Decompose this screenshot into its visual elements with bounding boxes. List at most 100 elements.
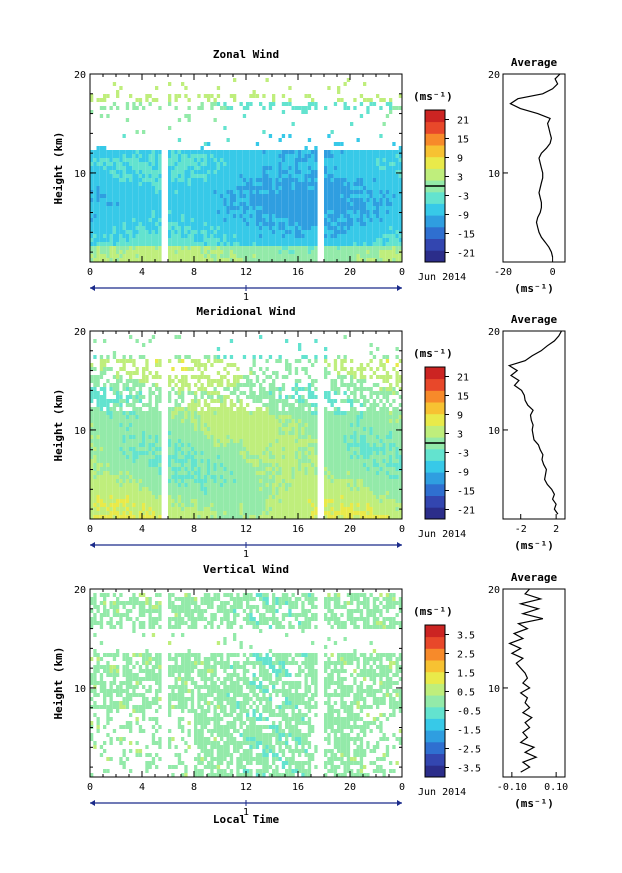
heatmap-cell [333,258,338,262]
heatmap-cell [236,459,240,463]
heatmap-cell [90,170,94,174]
heatmap-cell [151,98,156,102]
heatmap-cell [359,206,364,210]
heatmap-cell [229,198,234,202]
heatmap-cell [343,238,347,242]
heatmap-cell [288,98,292,102]
heatmap-cell [324,238,328,242]
heatmap-cell [311,170,315,174]
heatmap-cell [190,467,195,471]
heatmap-cell [233,226,237,230]
heatmap-cell [135,395,139,399]
heatmap-cell [151,230,156,234]
heatmap-cell [109,495,113,499]
heatmap-cell [298,198,302,202]
heatmap-cell [203,226,208,230]
heatmap-cell [246,202,250,206]
heatmap-cell [168,254,172,258]
heatmap-cell [350,122,354,126]
heatmap-cell [272,158,276,162]
heatmap-cell [129,471,133,475]
heatmap-cell [304,178,308,182]
heatmap-cell [340,238,344,242]
heatmap-cell [220,206,224,210]
heatmap-cell [148,491,152,495]
heatmap-cell [226,507,230,511]
heatmap-cell [246,158,250,162]
heatmap-cell [171,443,175,447]
heatmap-cell [265,158,269,162]
heatmap-cell [291,106,295,110]
heatmap-cell [392,190,396,194]
heatmap-cell [187,154,191,158]
heatmap-cell [395,234,399,238]
heatmap-cell [265,367,269,371]
heatmap-cell [311,150,315,154]
heatmap-cell [281,158,286,162]
heatmap-cell [132,226,136,230]
heatmap-cell [122,194,126,198]
heatmap-cell [255,415,260,419]
heatmap-cell [109,411,113,415]
heatmap-cell [135,206,139,210]
heatmap-cell [255,226,260,230]
heatmap-cell [281,214,286,218]
heatmap-cell [255,431,260,435]
heatmap-cell [106,359,110,363]
heatmap-cell [249,495,253,499]
heatmap-cell [158,210,162,214]
heatmap-cell [99,162,104,166]
heatmap-cell [327,194,331,198]
heatmap-cell [330,230,334,234]
heatmap-cell [220,375,224,379]
heatmap-cell [356,214,360,218]
heatmap-cell [184,182,188,186]
heatmap-cell [366,202,370,206]
heatmap-cell [151,194,156,198]
heatmap-cell [382,194,386,198]
heatmap-cell [340,178,344,182]
heatmap-cell [395,190,399,194]
heatmap-cell [187,118,191,122]
heatmap-cell [291,166,295,170]
heatmap-cell [356,238,360,242]
heatmap-cell [220,499,224,503]
heatmap-cell [181,206,185,210]
heatmap-cell [265,234,269,238]
heatmap-cell [207,447,211,451]
heatmap-cell [138,170,143,174]
heatmap-cell [109,399,113,403]
heatmap-cell [262,455,266,459]
heatmap-cell [346,210,351,214]
heatmap-cell [366,166,370,170]
heatmap-cell [340,174,344,178]
heatmap-cell [184,499,188,503]
heatmap-cell [252,467,256,471]
heatmap-cell [213,379,217,383]
heatmap-cell [190,451,195,455]
heatmap-cell [281,399,286,403]
heatmap-cell [255,202,260,206]
heatmap-cell [252,174,256,178]
heatmap-cell [275,407,279,411]
heatmap-cell [246,250,250,254]
heatmap-cell [177,395,182,399]
heatmap-cell [174,214,178,218]
colorbar-segment [425,168,445,181]
heatmap-cell [268,443,273,447]
heatmap-cell [363,178,367,182]
heatmap-cell [389,102,393,106]
heatmap-cell [184,503,188,507]
heatmap-cell [359,242,364,246]
heatmap-cell [112,411,117,415]
heatmap-cell [314,226,318,230]
heatmap-cell [333,174,338,178]
heatmap-cell [132,491,136,495]
heatmap-cell [197,419,201,423]
heatmap-cell [103,186,107,190]
heatmap-cell [242,423,247,427]
heatmap-cell [278,254,282,258]
heatmap-cell [255,427,260,431]
heatmap-cell [233,515,237,519]
heatmap-cell [324,194,328,198]
